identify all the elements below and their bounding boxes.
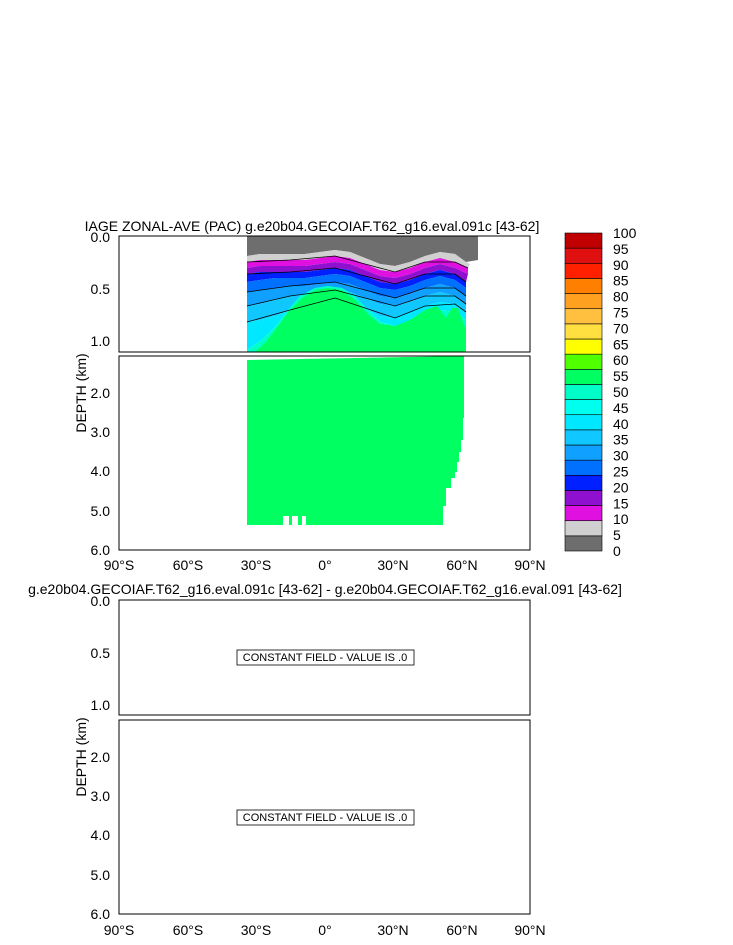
colorbar-tick-label: 20 — [613, 479, 629, 495]
colorbar-tick-label: 0 — [613, 543, 621, 559]
panel1-lower-plot — [118, 355, 531, 551]
ytick-label: 0.0 — [91, 593, 111, 609]
colorbar-swatch — [564, 293, 603, 310]
ytick-label: 4.0 — [91, 827, 111, 843]
xtick-label: 60°N — [446, 922, 477, 938]
panel1-ylabel: DEPTH (km) — [73, 353, 89, 432]
colorbar-swatch — [564, 444, 603, 461]
xtick-label: 90°N — [514, 922, 545, 938]
ytick-label: 5.0 — [91, 867, 111, 883]
ytick-label: 2.0 — [91, 385, 111, 401]
xtick-label: 90°N — [514, 557, 545, 573]
colorbar-swatch — [564, 232, 603, 249]
colorbar-tick-label: 60 — [613, 352, 629, 368]
xtick-label: 0° — [318, 922, 331, 938]
colorbar-tick-label: 40 — [613, 416, 629, 432]
ytick-label: 5.0 — [91, 503, 111, 519]
ytick-label: 3.0 — [91, 788, 111, 804]
colorbar-tick-label: 25 — [613, 464, 629, 480]
contour-band-30-35 — [247, 282, 466, 306]
ytick-label: 0.0 — [91, 229, 111, 245]
panel1-title: IAGE ZONAL-AVE (PAC) g.e20b04.GECOIAF.T6… — [85, 218, 540, 234]
colorbar-tick-label: 85 — [613, 273, 629, 289]
ytick-label: 0.5 — [91, 645, 111, 661]
panel1-xticks: 90°S 60°S 30°S 0° 30°N 60°N 90°N — [104, 557, 546, 573]
colorbar-tick-label: 5 — [613, 527, 621, 543]
colorbar-swatch — [564, 429, 603, 446]
panel1-upper-contours — [246, 236, 478, 352]
contour-band-deep — [247, 356, 464, 525]
colorbar-swatch — [564, 247, 603, 264]
xtick-label: 30°S — [241, 922, 272, 938]
colorbar-tick-label: 100 — [613, 225, 637, 241]
ytick-label: 6.0 — [91, 542, 111, 558]
colorbar-tick-label: 70 — [613, 320, 629, 336]
colorbar-tick-label: 95 — [613, 241, 629, 257]
colorbar-tick-label: 65 — [613, 336, 629, 352]
xtick-label: 30°S — [241, 557, 272, 573]
colorbar-swatch — [564, 278, 603, 294]
xtick-label: 90°S — [104, 557, 135, 573]
xtick-label: 60°S — [173, 557, 204, 573]
ytick-label: 0.5 — [91, 281, 111, 297]
xtick-label: 90°S — [104, 922, 135, 938]
colorbar-tick-label: 55 — [613, 368, 629, 384]
colorbar-swatch — [564, 353, 603, 370]
colorbar-swatch — [564, 399, 603, 416]
colorbar-tick-label: 50 — [613, 384, 629, 400]
colorbar-swatch — [564, 262, 603, 279]
panel2-yticks: 0.0 0.5 1.0 2.0 3.0 4.0 5.0 6.0 — [91, 593, 111, 922]
xtick-label: 60°S — [173, 922, 204, 938]
xtick-label: 30°N — [377, 557, 408, 573]
colorbar-swatch — [564, 384, 603, 400]
panel2-upper-plot: CONSTANT FIELD - VALUE IS .0 — [118, 599, 531, 716]
colorbar-tick-label: 35 — [613, 432, 629, 448]
constant-field-label: CONSTANT FIELD - VALUE IS .0 — [243, 652, 407, 664]
contour-band-50-55 — [255, 288, 466, 352]
colorbar-swatch — [564, 338, 603, 355]
panel2-title: g.e20b04.GECOIAF.T62_g16.eval.091c [43-6… — [28, 581, 622, 597]
colorbar-tick-label: 10 — [613, 511, 629, 527]
contour-band-25-30 — [247, 274, 466, 298]
colorbar-tick-label: 75 — [613, 305, 629, 321]
constant-field-label: CONSTANT FIELD - VALUE IS .0 — [243, 812, 407, 824]
colorbar-swatch — [564, 490, 603, 506]
ytick-label: 1.0 — [91, 697, 111, 713]
panel2-ylabel: DEPTH (km) — [73, 717, 89, 796]
xtick-label: 30°N — [377, 922, 408, 938]
ytick-label: 4.0 — [91, 463, 111, 479]
panel2-xticks: 90°S 60°S 30°S 0° 30°N 60°N 90°N — [104, 922, 546, 938]
colorbar-swatch — [564, 414, 603, 431]
panel2-lower-plot: CONSTANT FIELD - VALUE IS .0 — [118, 719, 531, 915]
colorbar-swatch — [564, 459, 603, 476]
colorbar-swatch — [564, 505, 603, 522]
panel1-yticks: 0.0 0.5 1.0 2.0 3.0 4.0 5.0 6.0 — [91, 229, 111, 558]
ytick-label: 6.0 — [91, 906, 111, 922]
colorbar-tick-label: 90 — [613, 257, 629, 273]
xtick-label: 0° — [318, 557, 331, 573]
ytick-label: 2.0 — [91, 749, 111, 765]
colorbar-tick-label: 45 — [613, 400, 629, 416]
colorbar-swatch — [564, 474, 603, 491]
contour-band-5-10 — [247, 250, 470, 272]
colorbar: 0510152025303540455055606570758085909510… — [564, 225, 637, 559]
colorbar-tick-label: 80 — [613, 289, 629, 305]
colorbar-swatch — [564, 520, 603, 537]
contour-band-0-5 — [247, 236, 478, 266]
contour-band-20-25 — [247, 268, 466, 290]
colorbar-tick-label: 15 — [613, 495, 629, 511]
ytick-label: 1.0 — [91, 333, 111, 349]
colorbar-tick-label: 30 — [613, 448, 629, 464]
colorbar-swatch — [564, 535, 603, 552]
colorbar-swatch — [564, 368, 603, 385]
colorbar-swatch — [564, 308, 603, 325]
colorbar-swatch — [564, 323, 603, 340]
ytick-label: 3.0 — [91, 424, 111, 440]
panel1-upper-plot — [118, 235, 531, 353]
xtick-label: 60°N — [446, 557, 477, 573]
